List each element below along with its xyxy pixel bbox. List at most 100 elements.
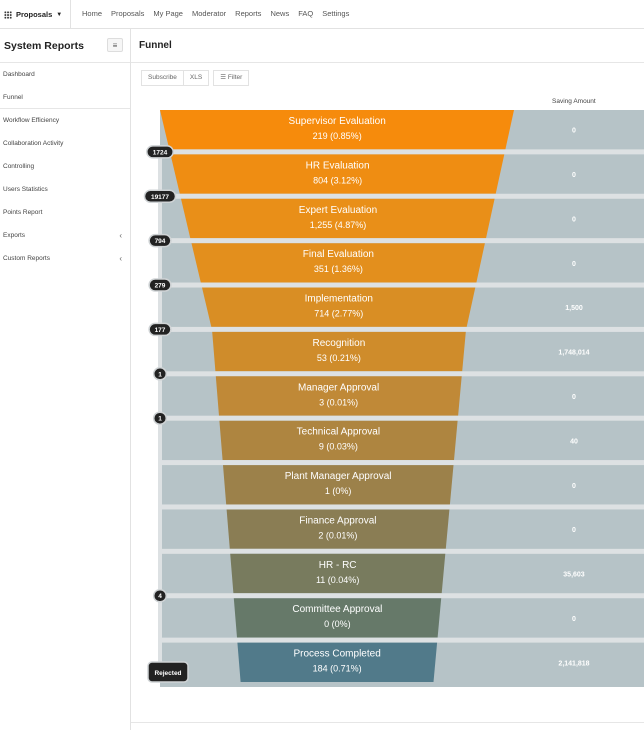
saving-amount-value: 0: [572, 616, 576, 623]
page-title: Funnel: [139, 40, 172, 51]
menu-icon[interactable]: ≡: [107, 38, 123, 52]
rejection-count-label: 4: [158, 593, 162, 600]
rejection-count-label: 794: [155, 238, 166, 245]
proposals-menu-button[interactable]: Proposals ▼: [4, 8, 62, 21]
sidebar-item-collaboration-activity[interactable]: Collaboration Activity: [0, 132, 130, 155]
rejection-count-pill: [143, 189, 177, 204]
rejection-count-pill: [152, 367, 168, 381]
nav-settings-link[interactable]: Settings: [322, 9, 350, 18]
funnel-stage-bar: [215, 376, 462, 416]
sidebar-item-users-statistics[interactable]: Users Statistics: [0, 178, 130, 201]
saving-amount-value: 0: [572, 394, 576, 401]
filter-icon: ☰: [220, 74, 227, 81]
rejected-badge: [147, 661, 189, 683]
stage-separator: [160, 371, 644, 377]
stage-separator: [160, 193, 644, 199]
sidebar: System Reports ≡ Dashboard Funnel Workfl…: [0, 29, 131, 730]
rejected-label: Rejected: [154, 670, 181, 677]
funnel-stage-count: 2 (0.01%): [318, 530, 357, 540]
funnel-stage-bar: [191, 243, 485, 283]
saving-amount-value: 0: [572, 172, 576, 179]
funnel-stage-bar: [181, 198, 495, 239]
chevron-left-icon: ‹: [119, 254, 122, 263]
sidebar-item-dashboard[interactable]: Dashboard: [0, 63, 130, 86]
funnel-stage-name: Manager Approval: [298, 382, 379, 393]
funnel-stage-count: 11 (0.04%): [316, 575, 359, 585]
sidebar-item-controlling[interactable]: Controlling: [0, 155, 130, 178]
funnel-stage-count: 219 (0.85%): [313, 131, 362, 141]
sidebar-item-label: Points Report: [3, 209, 43, 216]
sidebar-title: System Reports: [4, 40, 84, 52]
saving-amount-value: 0: [572, 128, 576, 135]
funnel-stage-name: HR Evaluation: [306, 160, 370, 171]
saving-amount-value: 35,603: [563, 572, 585, 579]
sidebar-item-custom-reports[interactable]: Custom Reports ‹: [0, 247, 130, 270]
rejection-count-pill: [146, 145, 174, 159]
saving-amount-value: 0: [572, 216, 576, 223]
saving-amount-value: 1,500: [565, 305, 583, 312]
funnel-stage-count: 184 (0.71%): [313, 664, 362, 674]
chevron-down-icon: ▼: [56, 11, 63, 18]
stage-separator: [160, 593, 644, 599]
funnel-stage-name: Final Evaluation: [303, 249, 374, 260]
nav-reports-link[interactable]: Reports: [235, 9, 262, 18]
rejection-count-label: 19177: [151, 194, 169, 201]
sidebar-item-workflow-efficiency[interactable]: Workflow Efficiency: [0, 109, 130, 132]
top-navigation-bar: Proposals ▼ Home Proposals My Page Moder…: [0, 0, 644, 29]
sidebar-item-label: Users Statistics: [3, 186, 48, 193]
rejection-count-pill: [152, 411, 168, 425]
saving-amount-value: 0: [572, 527, 576, 534]
funnel-stage-bar: [212, 331, 466, 372]
rejection-count-pill: [148, 322, 172, 337]
sidebar-item-points-report[interactable]: Points Report: [0, 201, 130, 224]
nav-moderator-link[interactable]: Moderator: [191, 9, 227, 18]
funnel-stage-bar: [237, 642, 438, 682]
stage-separator: [160, 415, 644, 421]
funnel-stage-name: HR - RC: [319, 560, 357, 571]
grid-icon: [4, 10, 12, 19]
main-nav: Home Proposals My Page Moderator Reports…: [82, 9, 358, 18]
funnel-stage-name: Plant Manager Approval: [285, 471, 392, 482]
report-toolbar: Subscribe XLS ☰ Filter: [141, 70, 250, 86]
funnel-stage-name: Recognition: [312, 338, 365, 349]
brand-label: Proposals: [16, 10, 53, 19]
stage-separator: [160, 282, 644, 288]
funnel-stage-bar: [160, 110, 514, 150]
funnel-stage-name: Technical Approval: [297, 427, 380, 438]
funnel-stage-bar: [170, 154, 505, 194]
xls-export-button[interactable]: XLS: [183, 70, 210, 86]
nav-my-page-link[interactable]: My Page: [153, 9, 183, 18]
nav-news-link[interactable]: News: [270, 9, 290, 18]
stage-separator: [160, 460, 644, 466]
funnel-stage-name: Expert Evaluation: [299, 205, 377, 216]
funnel-stage-bar: [202, 287, 476, 327]
stage-separator: [160, 637, 644, 643]
rejection-count-label: 177: [155, 327, 166, 334]
funnel-stage-name: Supervisor Evaluation: [289, 116, 386, 127]
funnel-stage-bar: [226, 509, 450, 549]
sidebar-header: System Reports ≡: [0, 29, 130, 63]
funnel-stage-count: 714 (2.77%): [314, 309, 363, 319]
saving-amount-value: 0: [572, 261, 576, 268]
nav-proposals-link[interactable]: Proposals: [111, 9, 145, 18]
subscribe-button[interactable]: Subscribe: [141, 70, 184, 86]
stage-separator: [160, 504, 644, 510]
sidebar-item-funnel[interactable]: Funnel: [0, 86, 130, 109]
sidebar-item-exports[interactable]: Exports ‹: [0, 224, 130, 247]
filter-button[interactable]: ☰ Filter: [213, 70, 250, 86]
funnel-stage-count: 53 (0.21%): [317, 353, 361, 363]
funnel-stage-name: Implementation: [305, 294, 373, 305]
chevron-left-icon: ‹: [119, 231, 122, 240]
sidebar-item-label: Controlling: [3, 163, 35, 170]
nav-faq-link[interactable]: FAQ: [298, 9, 314, 18]
saving-amount-value: 40: [570, 438, 578, 445]
funnel-stage-bar: [233, 598, 442, 638]
rejection-count-label: 279: [155, 283, 166, 290]
nav-home-link[interactable]: Home: [82, 9, 103, 18]
sidebar-item-label: Dashboard: [3, 71, 35, 78]
saving-amount-header: Saving Amount: [552, 98, 596, 105]
sidebar-menu: Dashboard Funnel Workflow Efficiency Col…: [0, 63, 130, 270]
funnel-stage-count: 804 (3.12%): [313, 175, 362, 185]
rejection-count-label: 1: [158, 371, 162, 378]
funnel-stage-count: 3 (0.01%): [319, 397, 358, 407]
